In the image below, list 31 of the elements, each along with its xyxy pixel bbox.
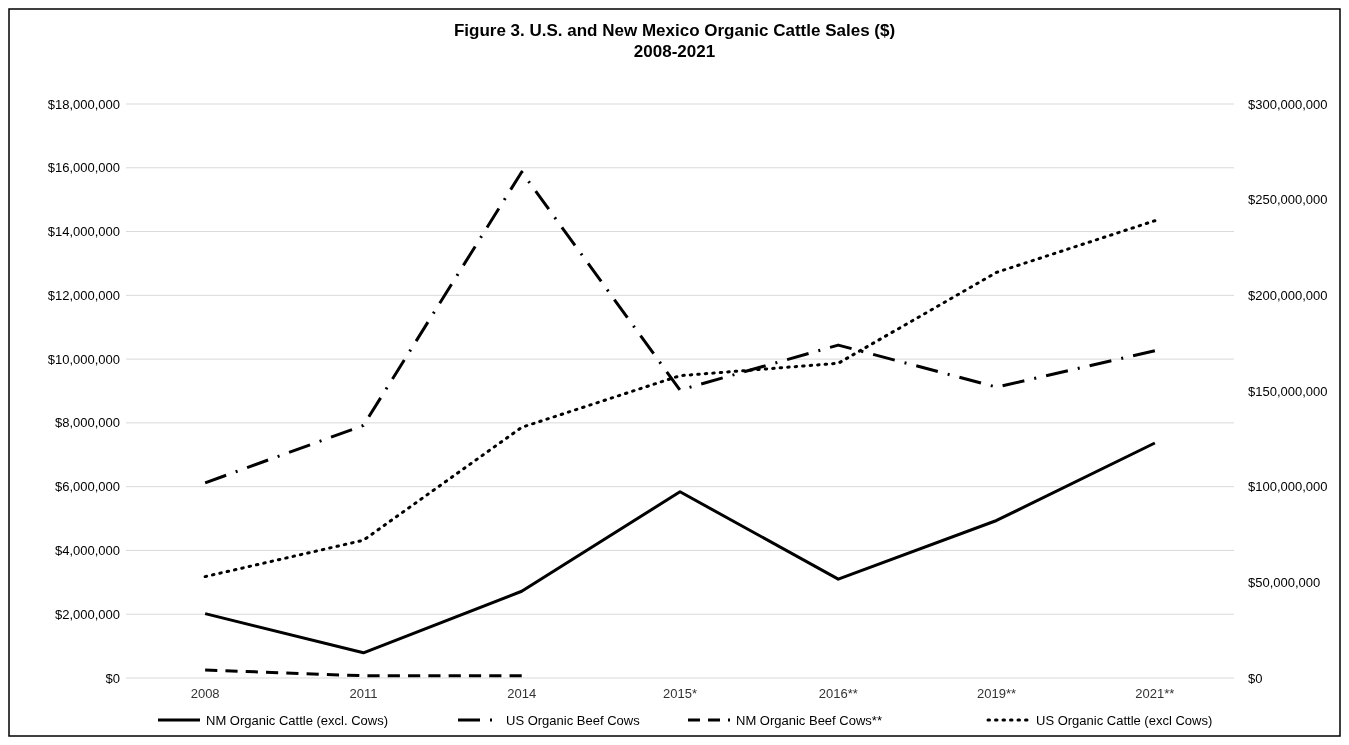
y-tick-label: $10,000,000: [47, 351, 120, 367]
y-tick-label: $4,000,000: [54, 542, 120, 558]
x-tick-label: 2011: [349, 686, 378, 701]
y2-tick-label: $100,000,000: [1248, 479, 1328, 495]
legend-label: US Organic Beef Cows: [506, 712, 641, 728]
y2-tick-label: $50,000,000: [1248, 574, 1321, 590]
legend-label: US Organic Cattle (excl Cows): [1036, 712, 1213, 728]
y-tick-label: $16,000,000: [47, 160, 120, 176]
x-tick-label: 2008: [190, 686, 220, 701]
y-tick-label: $14,000,000: [47, 224, 120, 240]
y2-tick-label: $300,000,000: [1248, 96, 1328, 112]
x-tick-label: 2021**: [1135, 686, 1175, 701]
legend-label: NM Organic Beef Cows**: [736, 712, 882, 728]
legend-label: NM Organic Cattle (excl. Cows): [206, 712, 389, 728]
x-tick-label: 2019**: [977, 686, 1017, 701]
y-tick-label: $18,000,000: [47, 96, 120, 112]
chart-subtitle: 2008-2021: [633, 42, 716, 61]
x-tick-label: 2016**: [818, 686, 858, 701]
y-tick-label: $8,000,000: [54, 415, 120, 431]
y2-tick-label: $150,000,000: [1248, 383, 1328, 399]
chart-title: Figure 3. U.S. and New Mexico Organic Cattle Sales ($): [453, 21, 896, 40]
x-tick-label: 2014: [507, 686, 537, 701]
line-series: [203, 441, 1157, 655]
y2-tick-label: $250,000,000: [1248, 192, 1328, 208]
y2-tick-label: $0: [1248, 670, 1263, 686]
y-tick-label: $6,000,000: [54, 479, 120, 495]
x-tick-label: 2015*: [663, 686, 697, 701]
y-tick-label: $0: [105, 670, 120, 686]
y-tick-label: $2,000,000: [54, 606, 120, 622]
y2-tick-label: $200,000,000: [1248, 287, 1328, 303]
y-tick-label: $12,000,000: [47, 287, 120, 303]
